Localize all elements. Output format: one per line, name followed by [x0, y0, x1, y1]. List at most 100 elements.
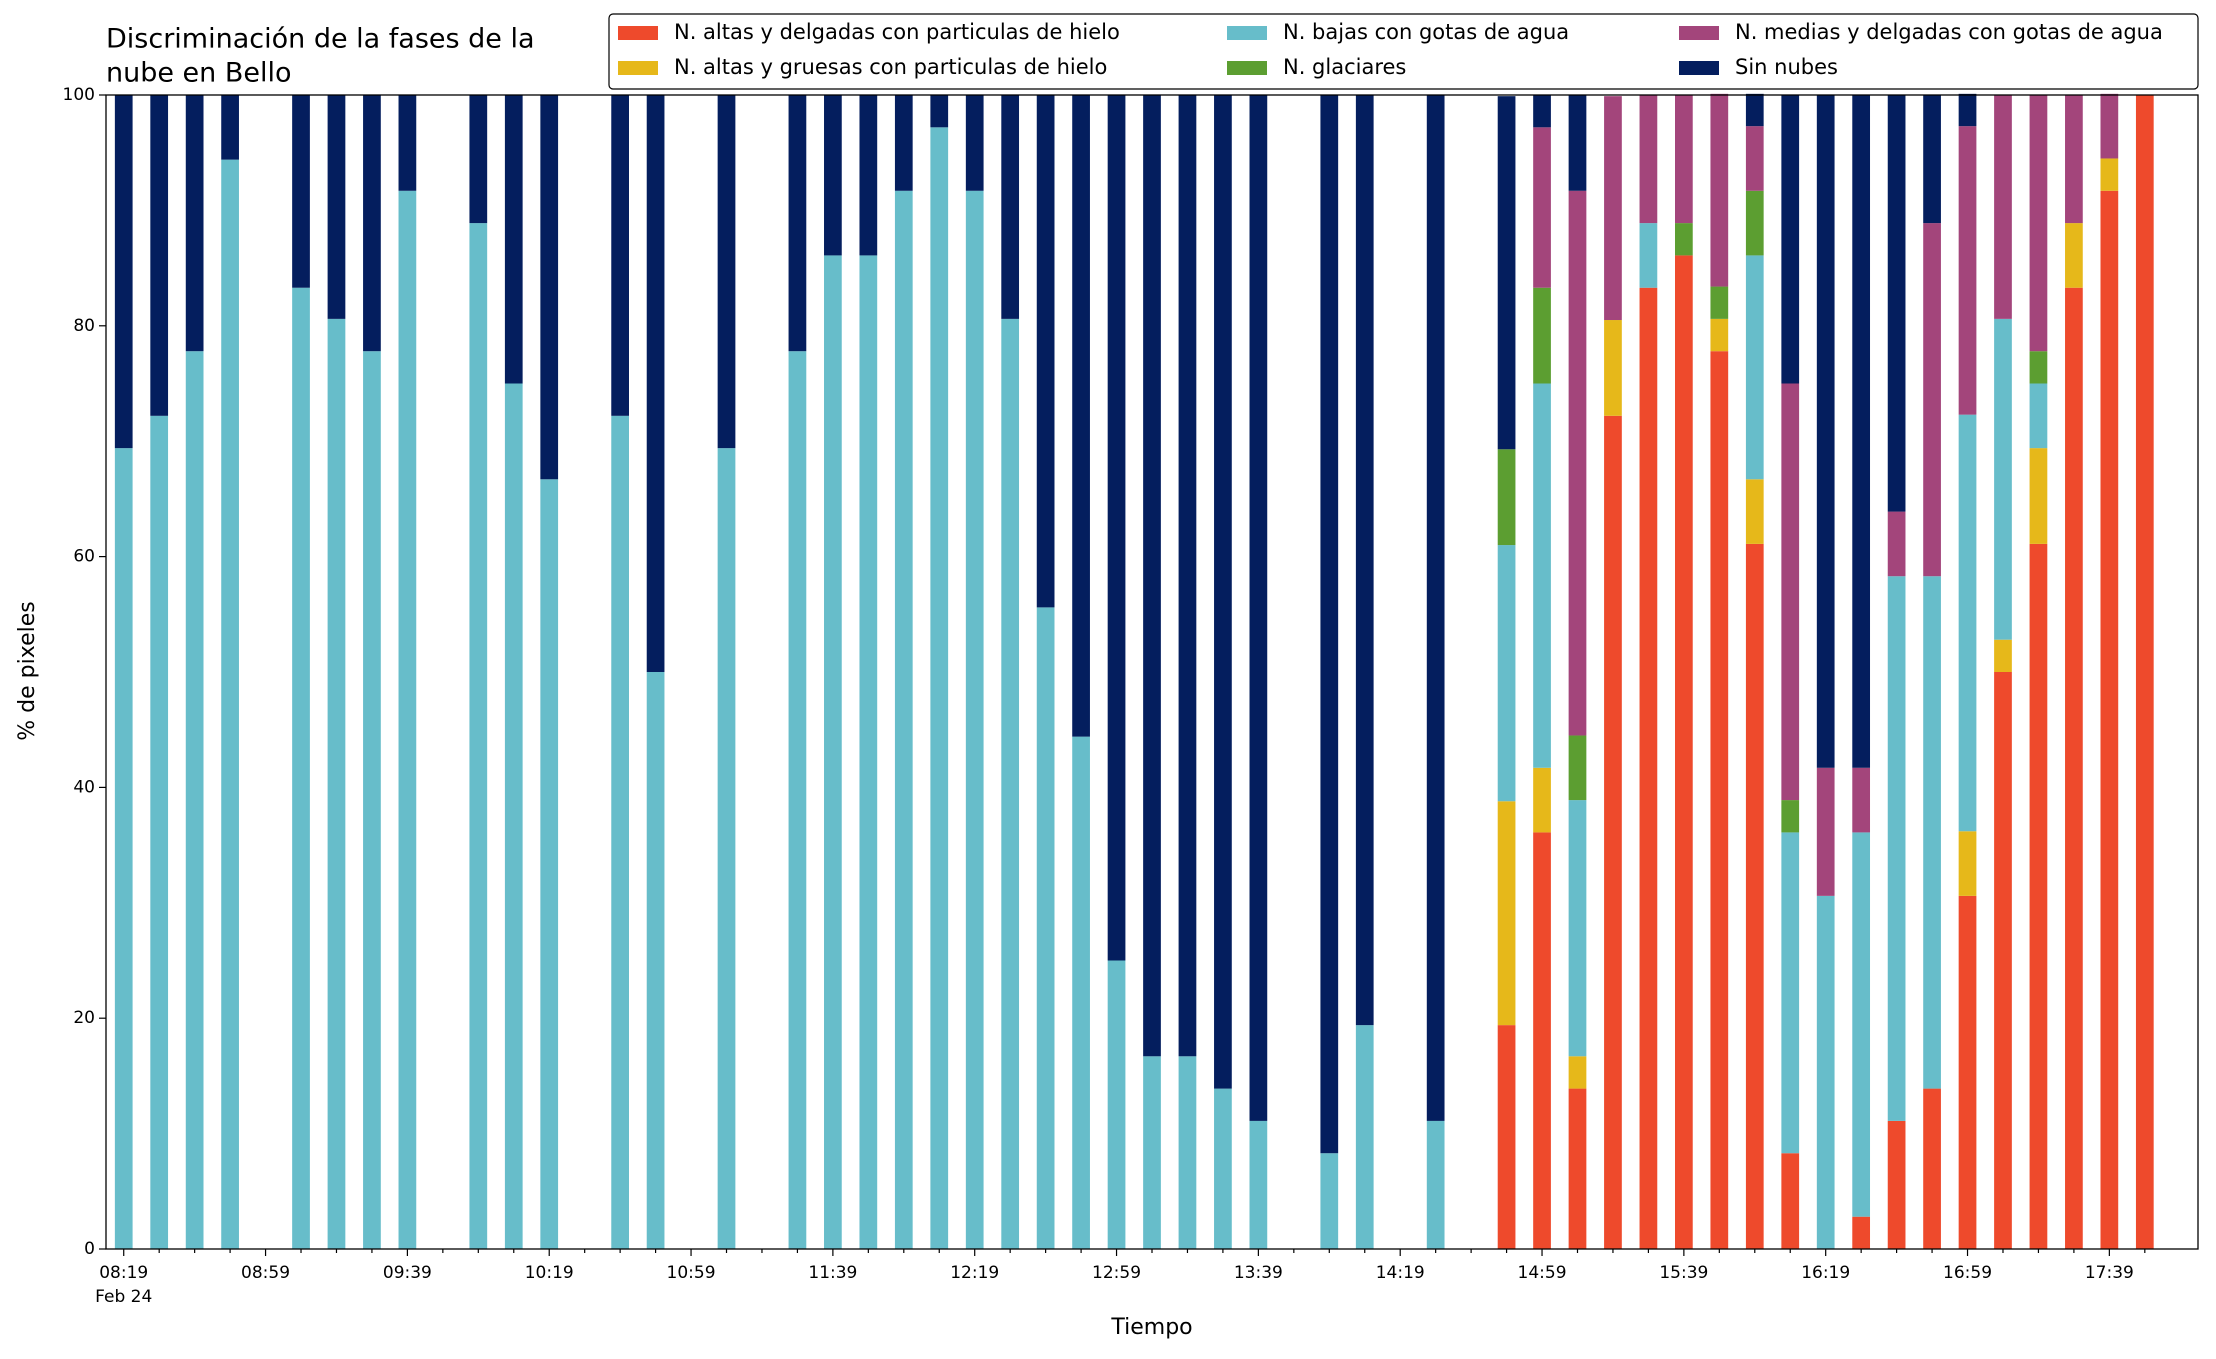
- bar-segment: [1568, 95, 1587, 191]
- bar-segment: [1604, 415, 1622, 1249]
- bar-segment: [1745, 479, 1764, 544]
- x-tick-label: 14:59: [1518, 1263, 1567, 1283]
- bar-segment: [327, 95, 346, 319]
- bar-segment: [1994, 672, 2012, 1249]
- x-axis-label: Tiempo: [1110, 1315, 1192, 1340]
- bar-segment: [646, 95, 665, 672]
- bar-segment: [2029, 448, 2048, 544]
- bar-segment: [894, 95, 913, 191]
- bar-segment: [1355, 1025, 1374, 1249]
- bar-segment: [1249, 1120, 1268, 1249]
- legend-label: N. altas y delgadas con particulas de hi…: [674, 20, 1120, 44]
- x-tick-label: 12:59: [1092, 1263, 1141, 1283]
- y-tick-label: 60: [73, 547, 95, 567]
- bar-segment: [1568, 800, 1587, 1057]
- bar-segment: [611, 415, 629, 1249]
- bar-segment: [1816, 767, 1835, 896]
- bar-segment: [824, 95, 842, 256]
- x-tick-label: 17:39: [2085, 1263, 2134, 1283]
- bar-segment: [1994, 318, 2012, 640]
- legend-swatch: [618, 61, 658, 75]
- bar-segment: [1143, 1056, 1161, 1249]
- bar-segment: [1958, 895, 1977, 1249]
- bar-segment: [540, 479, 559, 1250]
- bar-segment: [930, 127, 949, 1249]
- bar-segment: [1675, 95, 1693, 224]
- bar-segment: [363, 351, 381, 1249]
- bar-segment: [1107, 960, 1126, 1249]
- legend-label: N. bajas con gotas de agua: [1283, 20, 1569, 44]
- bar-segment: [1781, 832, 1800, 1154]
- x-tick-label: 14:19: [1376, 1263, 1425, 1283]
- bar-segment: [1497, 449, 1516, 546]
- bar-segment: [859, 255, 878, 1249]
- bar-segment: [1639, 223, 1658, 288]
- x-tick-label: 12:19: [950, 1263, 999, 1283]
- bar-segment: [1604, 320, 1622, 416]
- bar-segment: [540, 95, 559, 480]
- bar-segment: [2029, 383, 2048, 449]
- bar-segment: [1072, 736, 1090, 1249]
- legend-swatch: [1227, 61, 1267, 75]
- bar-segment: [1178, 1056, 1197, 1249]
- bar-segment: [1568, 190, 1587, 736]
- bar-segment: [469, 223, 488, 1249]
- bar-segment: [2100, 190, 2119, 1250]
- x-sublabel: Feb 24: [95, 1287, 152, 1307]
- bar-segment: [2100, 93, 2119, 159]
- y-tick-label: 0: [84, 1239, 95, 1259]
- plot-frame: [105, 94, 2199, 1250]
- bar-segment: [1533, 127, 1551, 288]
- bar-segment: [1710, 286, 1729, 319]
- bar-segment: [1214, 95, 1232, 1089]
- bar-segment: [965, 190, 984, 1250]
- chart-title: nube en Bello: [106, 58, 292, 89]
- bar-segment: [1143, 95, 1161, 1057]
- bar-segment: [2135, 95, 2154, 1249]
- bar-segment: [859, 95, 878, 256]
- legend-label: Sin nubes: [1735, 55, 1838, 79]
- bar-segment: [1675, 255, 1693, 1249]
- bar-segment: [1887, 1120, 1906, 1249]
- bar-segment: [1852, 832, 1871, 1217]
- bar-segment: [1001, 95, 1020, 319]
- bar-segment: [1852, 767, 1871, 833]
- bar-segment: [894, 190, 913, 1250]
- bar-segment: [185, 351, 204, 1249]
- bar-segment: [1568, 1088, 1587, 1249]
- bar-segment: [185, 95, 204, 352]
- x-tick-label: 10:59: [667, 1263, 716, 1283]
- y-axis-label: % de pixeles: [15, 601, 40, 740]
- bar-segment: [1249, 95, 1268, 1121]
- x-tick-label: 16:59: [1943, 1263, 1992, 1283]
- bar-segment: [1604, 96, 1622, 321]
- bar-segment: [1001, 318, 1020, 1250]
- bar-segment: [2065, 287, 2083, 1249]
- bar-segment: [1852, 95, 1871, 768]
- bar-segment: [1533, 832, 1551, 1249]
- bar-segment: [1781, 1153, 1800, 1249]
- legend-label: N. medias y delgadas con gotas de agua: [1735, 20, 2163, 44]
- bar-segment: [114, 95, 133, 449]
- bar-segment: [1533, 287, 1551, 384]
- y-tick-label: 100: [63, 85, 95, 105]
- bar-segment: [965, 95, 984, 191]
- bar-segment: [1426, 95, 1445, 1121]
- bar-segment: [1497, 1025, 1516, 1249]
- legend-swatch: [1679, 61, 1719, 75]
- bar-segment: [1355, 95, 1374, 1026]
- bar-segment: [2029, 351, 2048, 384]
- bar-segment: [1745, 93, 1764, 127]
- bar-segment: [1710, 318, 1729, 352]
- bar-segment: [1994, 95, 2012, 319]
- bar-segment: [1816, 895, 1835, 1249]
- bar-segment: [469, 95, 488, 224]
- bar-segment: [1710, 351, 1729, 1249]
- bar-segment: [1923, 95, 1941, 224]
- bar-segment: [1497, 801, 1516, 1026]
- x-tick-label: 15:39: [1659, 1263, 1708, 1283]
- bar-segment: [1958, 126, 1977, 415]
- bar-segment: [292, 287, 310, 1249]
- bar-segment: [2029, 95, 2048, 352]
